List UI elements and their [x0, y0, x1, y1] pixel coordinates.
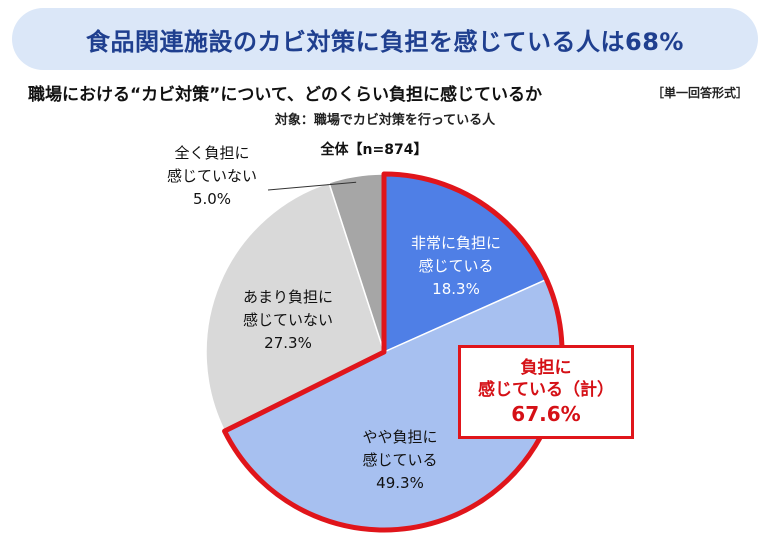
callout-value: 67.6% — [511, 402, 581, 426]
label-somewhat-line1: やや負担に — [362, 428, 437, 446]
value-not-at-all: 5.0% — [193, 190, 231, 208]
label-very-line1: 非常に負担に — [411, 234, 501, 252]
value-somewhat: 49.3% — [376, 474, 424, 492]
value-very: 18.3% — [432, 280, 480, 298]
callout-line2: 感じている（計） — [478, 380, 614, 400]
combined-callout: 負担に 感じている（計） 67.6% — [458, 345, 634, 439]
value-not-much: 27.3% — [264, 334, 312, 352]
callout-line1: 負担に — [520, 358, 572, 378]
label-not-much-line2: 感じていない — [243, 311, 333, 329]
leader-line — [267, 181, 357, 191]
answer-type-label: ［単一回答形式］ — [651, 86, 748, 100]
label-not-at-all-line2: 感じていない — [167, 167, 257, 185]
banner-title: 食品関連施設のカビ対策に負担を感じている人は68% — [12, 8, 758, 70]
question-title: 職場における“カビ対策”について、どのくらい負担に感じているか — [28, 85, 542, 105]
chart-title: 全体【n=874】 — [320, 141, 428, 158]
combined-highlight-outline — [222, 171, 565, 533]
slice-not-much-burdened — [205, 181, 385, 433]
label-very-line2: 感じている — [418, 257, 493, 275]
label-not-much-line1: あまり負担に — [243, 288, 333, 306]
target-audience: 対象：職場でカビ対策を行っている人 — [274, 113, 496, 128]
label-somewhat-line2: 感じている — [362, 451, 437, 469]
label-not-at-all-line1: 全く負担に — [174, 144, 249, 162]
